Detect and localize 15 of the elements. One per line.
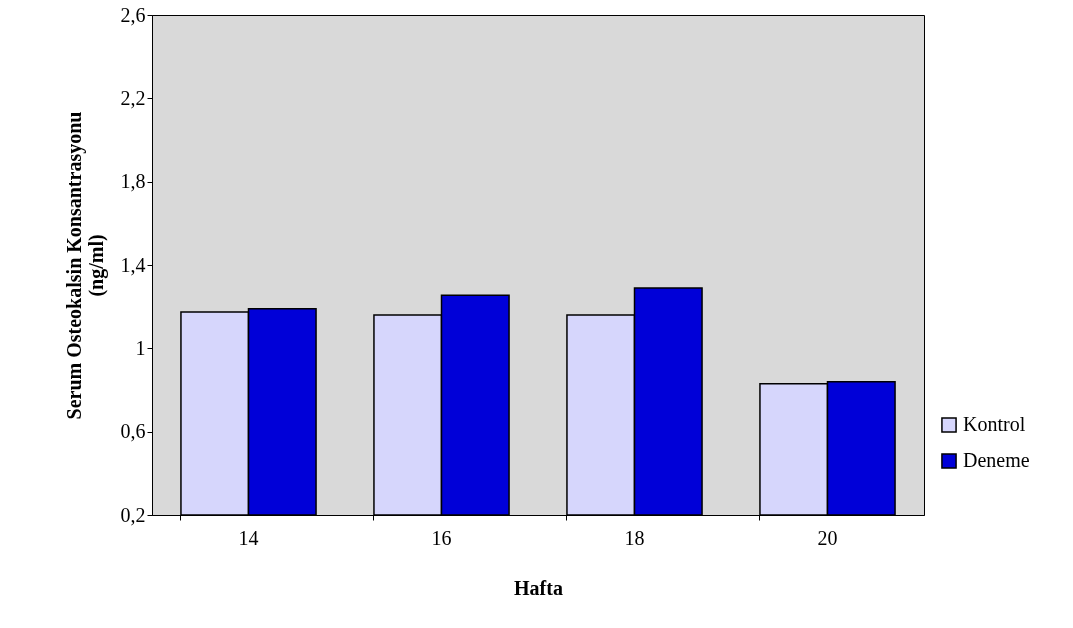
y-tick-label: 2,2 (120, 86, 146, 109)
y-tick-label: 2,6 (120, 3, 146, 26)
y-tick-label: 1 (135, 336, 146, 359)
x-tick-label: 16 (431, 526, 452, 549)
x-tick-label: 20 (817, 526, 838, 549)
y-axis-title: Serum Osteokalsin Konsantrasyonu (ng/ml) (62, 111, 108, 420)
y-tick-label: 1,4 (120, 253, 146, 276)
x-tick-label: 14 (238, 526, 259, 549)
y-tick-label: 0,6 (120, 420, 146, 443)
y-tick-label: 0,2 (120, 503, 146, 526)
legend-label: Deneme (963, 449, 1030, 471)
x-axis-title: Hafta (514, 576, 563, 599)
y-tick-label: 1,8 (120, 170, 146, 193)
x-tick-label: 18 (624, 526, 645, 549)
legend-label: Kontrol (963, 413, 1026, 435)
